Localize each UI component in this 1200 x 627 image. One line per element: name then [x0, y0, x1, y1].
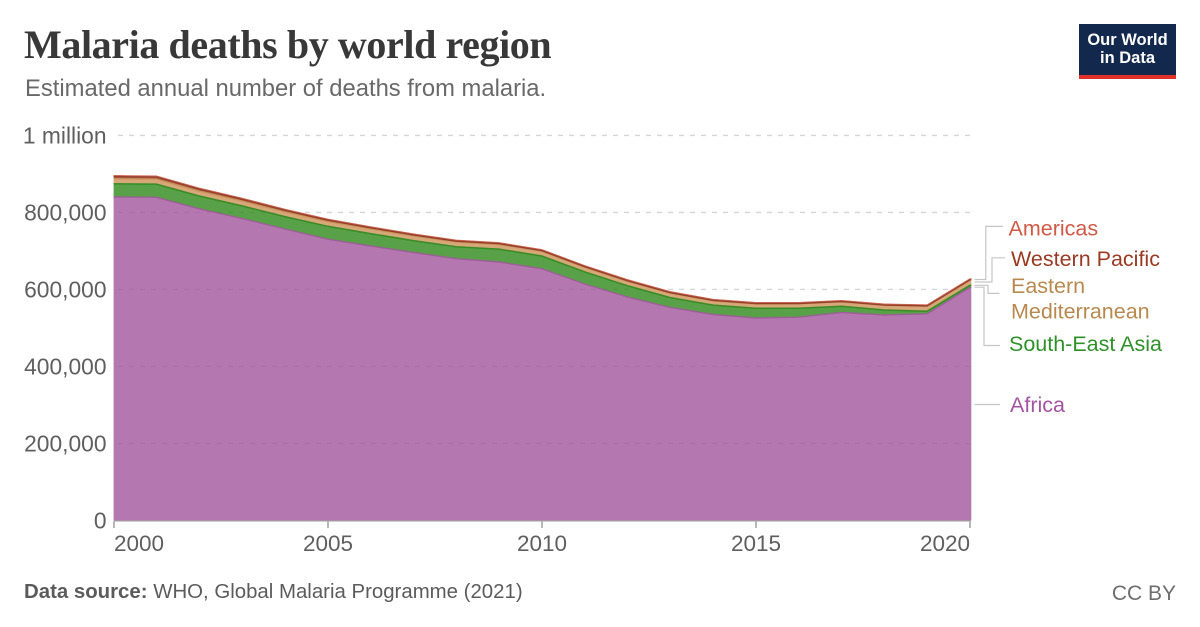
svg-text:Western Pacific: Western Pacific — [1011, 247, 1160, 271]
svg-text:2015: 2015 — [731, 531, 781, 556]
svg-text:South-East Asia: South-East Asia — [1009, 332, 1162, 356]
svg-text:Mediterranean: Mediterranean — [1011, 300, 1150, 324]
svg-text:1 million: 1 million — [23, 122, 107, 148]
svg-text:2000: 2000 — [114, 531, 164, 556]
svg-text:0: 0 — [94, 507, 107, 533]
svg-text:2010: 2010 — [517, 531, 567, 556]
svg-text:Americas: Americas — [1009, 217, 1099, 241]
svg-text:400,000: 400,000 — [24, 353, 106, 379]
svg-text:600,000: 600,000 — [24, 276, 106, 302]
svg-text:Africa: Africa — [1010, 393, 1065, 417]
svg-text:800,000: 800,000 — [24, 199, 106, 225]
svg-text:2005: 2005 — [303, 531, 353, 556]
svg-text:Eastern: Eastern — [1011, 274, 1085, 298]
svg-text:2020: 2020 — [920, 531, 970, 556]
svg-text:200,000: 200,000 — [24, 430, 106, 456]
